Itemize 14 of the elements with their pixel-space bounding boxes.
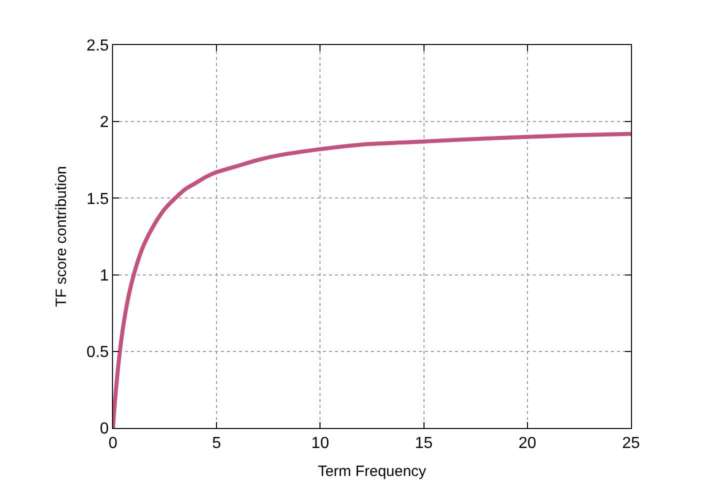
y-tick-label: 2.5: [86, 38, 109, 55]
x-tick-label: 5: [212, 435, 222, 452]
y-axis-title: TF score contribution: [52, 166, 70, 307]
y-tick-label: 2: [100, 114, 109, 132]
x-tick-label: 10: [311, 435, 330, 452]
x-tick-label: 20: [518, 435, 536, 452]
y-tick-label: 1.5: [86, 190, 109, 208]
x-tick-label: 15: [414, 435, 433, 452]
x-axis-title: Term Frequency: [318, 463, 427, 480]
y-tick-label: 0: [100, 420, 109, 438]
x-tick-label: 25: [622, 435, 640, 452]
line-series: [113, 132, 631, 428]
y-tick-label: 0.5: [86, 344, 109, 361]
y-tick-label: 1: [100, 267, 109, 284]
